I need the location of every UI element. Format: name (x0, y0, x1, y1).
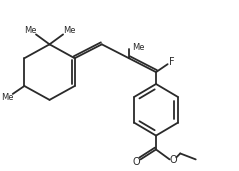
Text: F: F (169, 57, 174, 67)
Text: O: O (170, 155, 177, 165)
Text: Me: Me (1, 93, 13, 102)
Text: Me: Me (24, 26, 36, 35)
Text: O: O (133, 157, 141, 167)
Text: Me: Me (63, 26, 75, 35)
Text: Me: Me (132, 43, 144, 52)
